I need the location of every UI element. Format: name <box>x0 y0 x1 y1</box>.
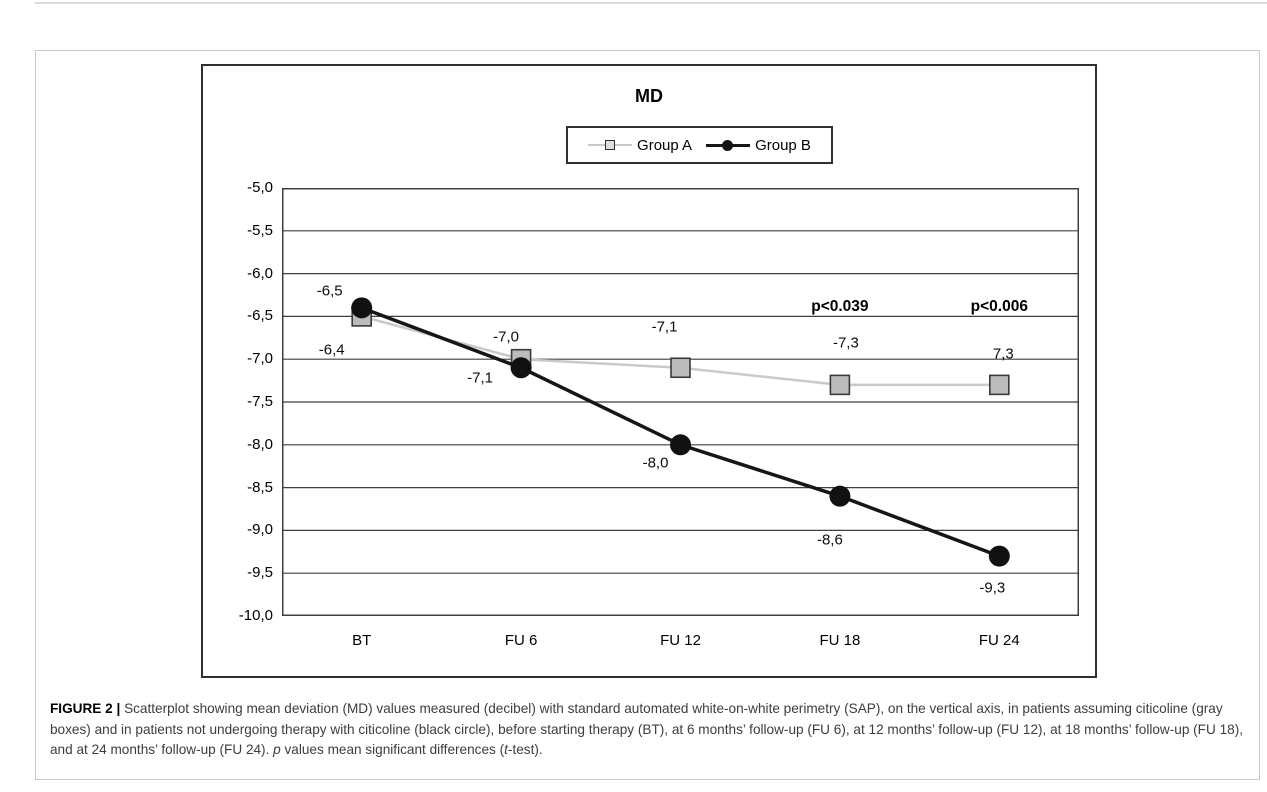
figure-card: MD Group A Group B -5,0 -5,5 -6,0 -6,5 -7,0-… <box>35 50 1260 780</box>
y-axis-tick-label: -8,5 <box>247 478 273 496</box>
data-label: -6,5 <box>316 282 343 300</box>
group-a-square-icon <box>605 140 616 150</box>
figure-caption: FIGURE 2 | Scatterplot showing mean devi… <box>50 699 1246 761</box>
y-axis-tick-label: -9,0 <box>247 521 273 539</box>
x-axis-tick-label: FU 6 <box>504 632 538 649</box>
circle-marker-icon <box>706 139 751 151</box>
page-top-divider <box>35 2 1267 4</box>
y-axis-tick-label: -8,0 <box>247 435 273 453</box>
y-axis-tick-label: -6,5 <box>247 307 273 325</box>
data-label: -7,0 <box>493 328 520 346</box>
x-axis: BT FU 6 FU 12 FU 18 FU 24 <box>282 632 1079 654</box>
circle-data-marker <box>510 357 532 379</box>
circle-data-marker <box>988 545 1010 567</box>
plot-border <box>282 188 1079 616</box>
plot-svg <box>282 188 1079 616</box>
y-axis-tick-label: -7,5 <box>247 393 273 410</box>
circle-data-marker <box>829 485 851 507</box>
y-axis-tick-label: -5,0 <box>247 179 273 196</box>
p-value-annotation: p<0.039 <box>811 298 869 315</box>
legend-label-group-a: Group A <box>637 136 693 154</box>
chart-legend: Group A Group B <box>566 126 833 164</box>
square-marker-icon <box>588 139 633 151</box>
square-data-marker <box>988 374 1010 396</box>
data-label: 7,3 <box>992 345 1014 363</box>
x-axis-tick-label: FU 24 <box>978 632 1020 649</box>
y-axis-tick-label: -5,5 <box>247 221 273 239</box>
caption-figure-label: FIGURE 2 | <box>50 701 125 716</box>
y-axis-tick-label: -9,5 <box>247 564 273 582</box>
y-axis: -5,0 -5,5 -6,0 -6,5 -7,0 -7,5 -8,0 -8,5 -9,0 -9,5… <box>203 179 273 624</box>
y-axis-tick-label: -7,0 <box>247 350 273 368</box>
data-label: -8,0 <box>642 454 669 472</box>
chart-panel: MD Group A Group B -5,0 -5,5 -6,0 -6,5 -7,0-… <box>201 64 1097 678</box>
data-label: -7,1 <box>651 318 678 336</box>
x-axis-tick-label: FU 18 <box>819 632 861 649</box>
caption-text: Scatterplot showing mean deviation (MD) … <box>50 701 1244 757</box>
legend-item-group-b: Group B <box>706 137 811 154</box>
y-axis-tick-label: -6,0 <box>247 264 273 282</box>
square-data-marker <box>670 357 691 379</box>
circle-data-marker <box>670 434 691 456</box>
legend-item-group-a: Group A <box>588 137 692 154</box>
group-b-circle-icon <box>722 139 734 151</box>
y-axis-tick-label: -10,0 <box>238 607 273 624</box>
caption-text: -test). <box>507 742 543 757</box>
caption-text: p <box>273 742 281 757</box>
data-label: -9,3 <box>979 579 1006 597</box>
x-axis-tick-label: FU 12 <box>660 632 701 649</box>
x-axis-tick-label: BT <box>352 632 372 649</box>
chart-title: MD <box>635 86 663 106</box>
series-line-group-b <box>361 306 1000 558</box>
circle-data-marker <box>351 297 373 319</box>
p-value-annotation: p<0.006 <box>970 298 1028 315</box>
caption-text: t <box>504 742 508 757</box>
data-label: -6,4 <box>318 341 345 359</box>
data-label: -7,1 <box>467 369 494 387</box>
caption-text: values mean significant differences ( <box>280 742 505 757</box>
legend-label-group-b: Group B <box>755 136 811 154</box>
data-label: -8,6 <box>816 531 843 549</box>
plot-area: -6,5 -7,0 -7,1 -7,3 7,3 -6,4 -7,1 -8,0 -8,6 -9,3 p… <box>282 188 1079 616</box>
square-data-marker <box>829 374 851 396</box>
data-label: -7,3 <box>832 334 859 352</box>
